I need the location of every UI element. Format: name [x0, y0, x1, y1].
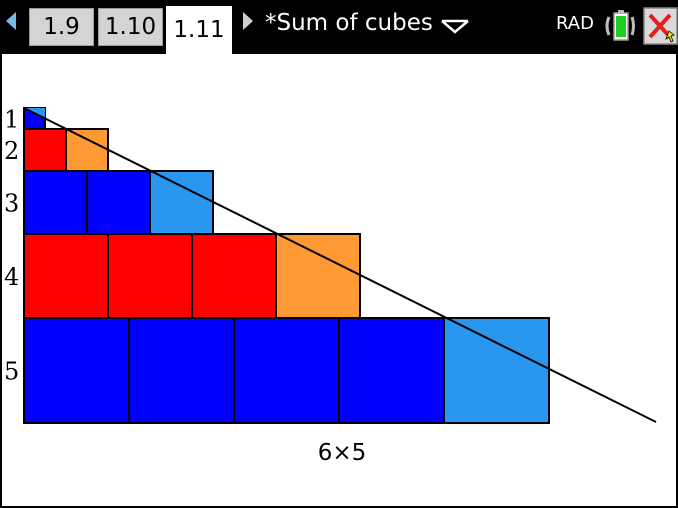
graphics-canvas[interactable]: 1 2 3 4 5 6×5 — [0, 54, 678, 508]
page-tab-1-11-active[interactable]: 1.11 — [166, 6, 232, 54]
figure-caption: 6×5 — [318, 440, 367, 466]
square-row-3-3 — [149, 170, 214, 235]
square-row-5-2 — [128, 317, 235, 424]
scroll-right-icon[interactable] — [243, 12, 253, 30]
square-row-2-1 — [23, 128, 67, 172]
square-row-5-4 — [338, 317, 445, 424]
square-row-4-2 — [107, 233, 193, 319]
diagonal-line — [23, 107, 657, 423]
row-label-1: 1 — [4, 106, 19, 134]
page-tab-1-10[interactable]: 1.10 — [98, 8, 163, 46]
scroll-left-icon[interactable] — [6, 12, 16, 30]
square-row-3-2 — [86, 170, 151, 235]
close-icon[interactable] — [643, 7, 678, 45]
square-row-4-3 — [191, 233, 277, 319]
row-label-2: 2 — [4, 137, 19, 165]
sum-of-cubes-figure[interactable]: 1 2 3 4 5 6×5 — [2, 54, 676, 506]
battery-icon — [605, 10, 635, 41]
square-row-5-5 — [443, 317, 550, 424]
angle-mode-indicator: RAD — [556, 13, 594, 34]
square-row-5-3 — [233, 317, 340, 424]
tab-label: 1.11 — [173, 17, 225, 43]
row-labels: 1 2 3 4 5 — [4, 106, 19, 386]
square-row-2-2 — [65, 128, 109, 172]
square-row-4-4 — [275, 233, 361, 319]
tab-label: 1.10 — [104, 14, 157, 40]
row-label-3: 3 — [4, 190, 19, 218]
square-row-3-1 — [23, 170, 88, 235]
tab-label: 1.9 — [43, 14, 80, 40]
squares-layer — [23, 107, 550, 424]
document-title[interactable]: *Sum of cubes — [265, 10, 433, 36]
page-tab-1-9[interactable]: 1.9 — [29, 8, 94, 46]
row-label-5: 5 — [4, 358, 19, 386]
top-toolbar: 1.9 1.10 1.11 *Sum of cubes RAD — [0, 0, 678, 54]
square-row-5-1 — [23, 317, 130, 424]
square-row-4-1 — [23, 233, 109, 319]
chevron-down-icon[interactable] — [440, 18, 470, 36]
row-label-4: 4 — [4, 263, 19, 291]
